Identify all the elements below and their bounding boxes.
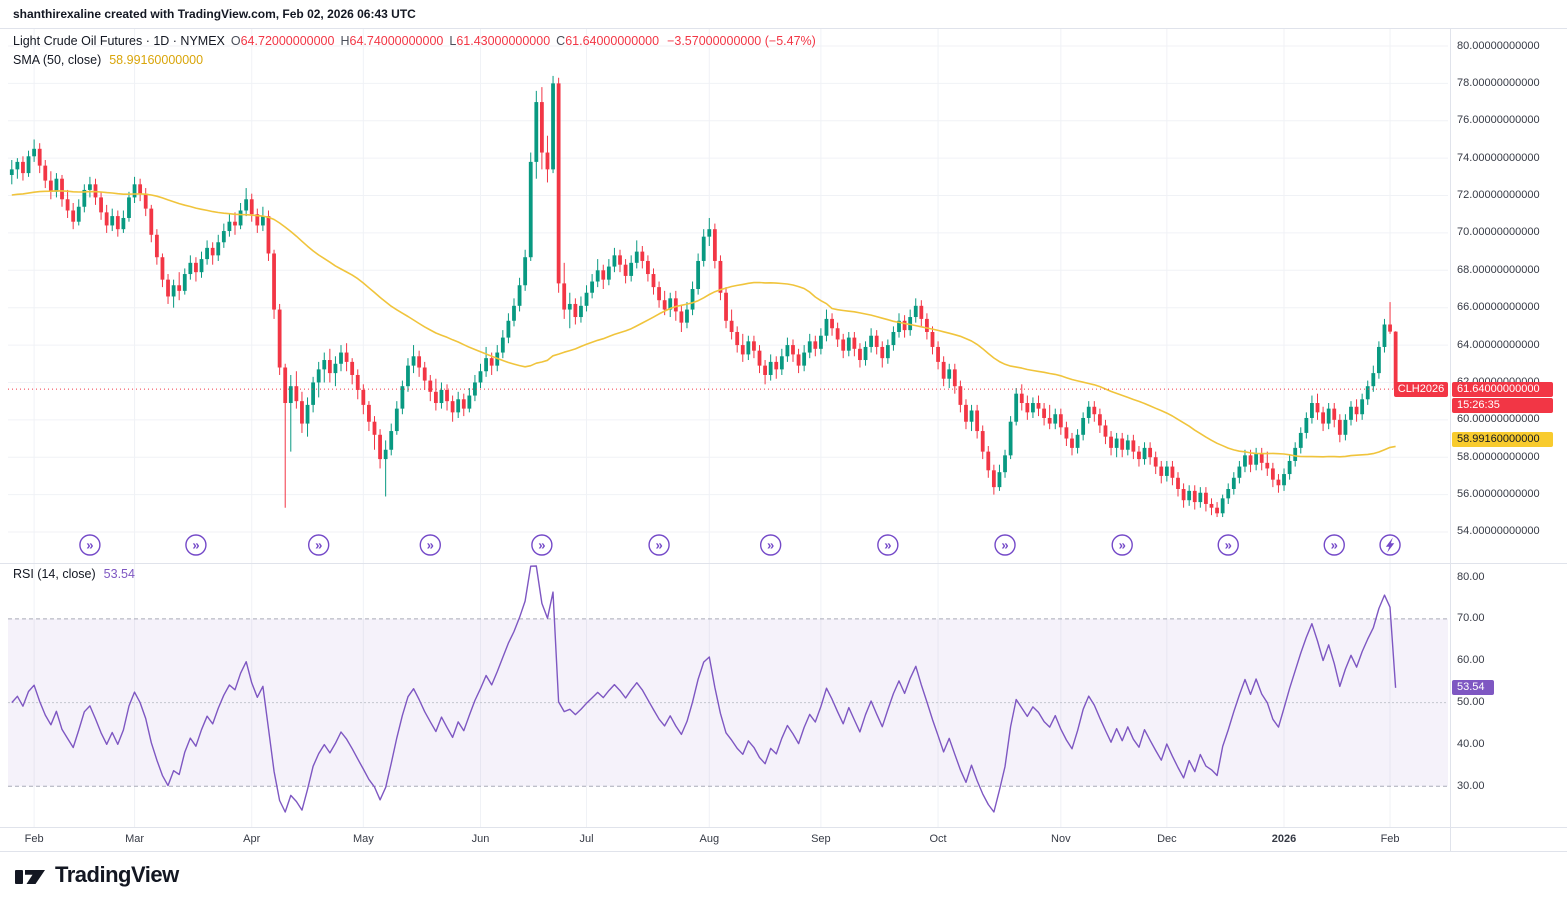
contract-rollover-icon[interactable]: »: [1323, 534, 1345, 556]
rsi-line[interactable]: [11, 565, 1397, 813]
svg-text:»: »: [192, 538, 199, 553]
symbol-title[interactable]: Light Crude Oil Futures · 1D · NYMEX: [13, 34, 225, 48]
svg-text:»: »: [86, 538, 93, 553]
ohlc-open-label: O: [230, 34, 241, 48]
ohlc-open-value: 64.72000000000: [240, 34, 335, 48]
sma-indicator-value: 58.99160000000: [109, 53, 204, 67]
contract-rollover-icon[interactable]: »: [877, 534, 899, 556]
ohlc-close-value: 61.64000000000: [565, 34, 660, 48]
contract-rollover-icon[interactable]: »: [185, 534, 207, 556]
contract-rollover-icon[interactable]: »: [759, 534, 782, 556]
contract-rollover-icon[interactable]: »: [994, 534, 1016, 556]
sma-indicator-title[interactable]: SMA (50, close): [13, 53, 102, 67]
contract-rollover-icon[interactable]: »: [1111, 534, 1133, 556]
svg-text:»: »: [1331, 538, 1338, 553]
rsi-band: [8, 618, 1448, 787]
ohlc-low-label: L: [449, 34, 457, 48]
contract-rollover-icon[interactable]: »: [419, 534, 441, 556]
tradingview-logo-icon: [15, 870, 45, 884]
svg-text:»: »: [315, 538, 322, 553]
svg-text:»: »: [655, 538, 662, 553]
svg-text:»: »: [1001, 538, 1008, 553]
ohlc-high-label: H: [340, 34, 350, 48]
main-chart-legend: Light Crude Oil Futures · 1D · NYMEX O64.…: [13, 34, 816, 48]
contract-expiry-flash-icon[interactable]: [1379, 534, 1401, 556]
contract-rollover-icon[interactable]: »: [79, 534, 101, 556]
pane-separators: [0, 28, 1567, 852]
contract-symbol-badge: CLH2026: [1394, 382, 1448, 397]
rsi-indicator-value: 53.54: [103, 567, 135, 581]
svg-text:»: »: [538, 538, 545, 553]
sma-value-badge: 58.99160000000: [1452, 432, 1553, 447]
event-markers-row: » » » » » » » » » » » »: [79, 534, 1401, 556]
ohlc-high-value: 64.74000000000: [349, 34, 444, 48]
candlestick-series[interactable]: [9, 75, 1398, 518]
grid-layer: [8, 29, 1448, 827]
tradingview-logo[interactable]: TradingView: [13, 862, 179, 888]
sma-line[interactable]: [11, 190, 1396, 458]
contract-rollover-icon[interactable]: »: [307, 534, 330, 556]
bar-countdown-badge: 15:26:35: [1452, 398, 1553, 413]
svg-text:»: »: [767, 538, 774, 553]
rsi-legend: RSI (14, close) 53.54: [13, 567, 135, 581]
svg-text:»: »: [427, 538, 434, 553]
rsi-indicator-title[interactable]: RSI (14, close): [13, 567, 96, 581]
svg-text:»: »: [1225, 538, 1232, 553]
ohlc-change-value: −3.57000000000 (−5.47%): [667, 34, 816, 48]
rsi-value-badge: 53.54: [1452, 680, 1494, 695]
last-price-badge: 61.64000000000: [1452, 382, 1553, 397]
svg-text:»: »: [1119, 538, 1126, 553]
sma-legend: SMA (50, close) 58.99160000000: [13, 53, 203, 67]
ohlc-low-value: 61.43000000000: [456, 34, 551, 48]
tradingview-logo-text: TradingView: [55, 862, 179, 887]
svg-text:»: »: [884, 538, 891, 553]
contract-rollover-icon[interactable]: »: [648, 534, 670, 556]
contract-rollover-icon[interactable]: »: [1217, 534, 1239, 556]
attribution-text: shanthirexaline created with TradingView…: [13, 7, 416, 21]
ohlc-close-label: C: [556, 34, 566, 48]
contract-rollover-icon[interactable]: »: [531, 534, 553, 556]
